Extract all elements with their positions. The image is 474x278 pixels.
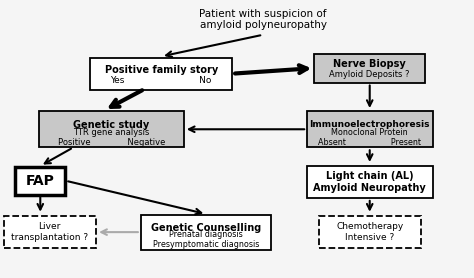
Text: Light chain (AL)
Amyloid Neuropathy: Light chain (AL) Amyloid Neuropathy	[313, 171, 426, 193]
FancyBboxPatch shape	[307, 166, 432, 198]
Text: Immunoelectrophoresis: Immunoelectrophoresis	[310, 120, 430, 129]
FancyBboxPatch shape	[314, 53, 426, 83]
Text: Nerve Biopsy: Nerve Biopsy	[333, 59, 406, 69]
FancyBboxPatch shape	[16, 167, 65, 195]
Text: Amyloid Deposits ?: Amyloid Deposits ?	[329, 70, 410, 79]
Text: Prenatal diagnosis
Presymptomatic diagnosis: Prenatal diagnosis Presymptomatic diagno…	[153, 230, 259, 249]
Text: Chemotherapy
Intensive ?: Chemotherapy Intensive ?	[336, 222, 403, 242]
Text: Yes                          No: Yes No	[110, 76, 212, 85]
Text: TTR gene analysis
Positive              Negative: TTR gene analysis Positive Negative	[58, 128, 165, 147]
Text: Liver
transplantation ?: Liver transplantation ?	[11, 222, 88, 242]
FancyBboxPatch shape	[90, 58, 232, 90]
Text: Monoclonal Protein
Absent                  Present: Monoclonal Protein Absent Present	[318, 128, 421, 147]
Text: Positive family story: Positive family story	[105, 64, 218, 75]
FancyBboxPatch shape	[319, 216, 420, 248]
Text: Patient with suspicion of
amyloid polyneuropathy: Patient with suspicion of amyloid polyne…	[200, 9, 327, 30]
FancyBboxPatch shape	[307, 111, 432, 147]
Text: Genetic Counselling: Genetic Counselling	[151, 223, 261, 233]
Text: FAP: FAP	[26, 174, 55, 188]
Text: Genetic study: Genetic study	[73, 120, 149, 130]
FancyBboxPatch shape	[3, 216, 96, 248]
FancyBboxPatch shape	[141, 215, 271, 250]
FancyBboxPatch shape	[39, 111, 183, 147]
